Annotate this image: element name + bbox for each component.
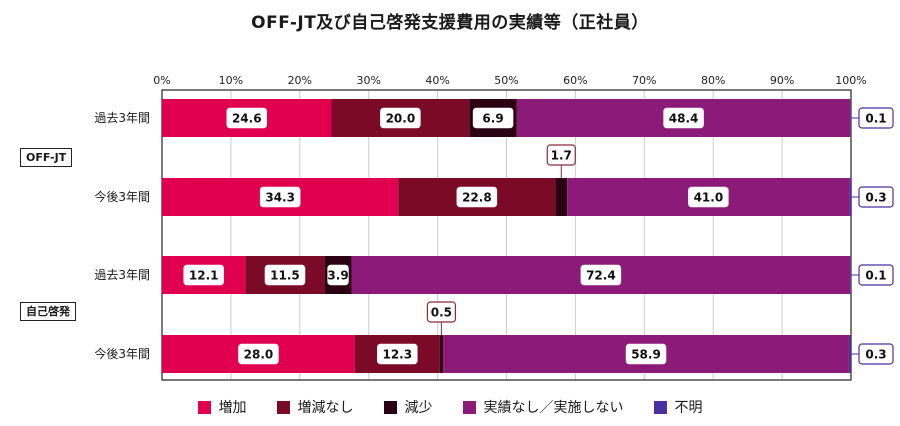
bar-segment bbox=[848, 335, 851, 373]
x-tick-label: 30% bbox=[356, 74, 380, 87]
data-label: 12.1 bbox=[189, 269, 219, 283]
legend: 増加 増減なし 減少 実績なし／実施しない 不明 bbox=[0, 397, 900, 417]
legend-swatch bbox=[462, 400, 476, 414]
data-label-box bbox=[264, 264, 306, 286]
bar-segment bbox=[850, 256, 852, 294]
x-tick-label: 100% bbox=[835, 74, 866, 87]
legend-label: 増減なし bbox=[297, 400, 354, 416]
legend-item: 不明 bbox=[653, 397, 703, 417]
data-label: 28.0 bbox=[244, 348, 274, 362]
data-label-box bbox=[327, 264, 349, 286]
bar-segment bbox=[849, 178, 852, 216]
data-label: 12.3 bbox=[382, 348, 412, 362]
data-label-box bbox=[663, 107, 704, 129]
data-label: 11.5 bbox=[270, 269, 300, 283]
legend-item: 増減なし bbox=[276, 397, 354, 417]
data-label-box bbox=[226, 107, 267, 129]
x-tick-label: 40% bbox=[425, 74, 449, 87]
data-label-box bbox=[472, 107, 514, 129]
legend-swatch bbox=[653, 400, 667, 414]
legend-item: 増加 bbox=[197, 397, 247, 417]
data-label: 41.0 bbox=[694, 191, 724, 205]
data-label: 48.4 bbox=[669, 112, 699, 126]
data-label: 72.4 bbox=[586, 269, 616, 283]
data-label: 1.7 bbox=[551, 149, 572, 163]
x-tick-label: 0% bbox=[153, 74, 170, 87]
data-label: 3.9 bbox=[327, 269, 348, 283]
x-tick-label: 20% bbox=[288, 74, 312, 87]
legend-label: 不明 bbox=[674, 400, 703, 416]
x-tick-label: 50% bbox=[494, 74, 518, 87]
legend-label: 減少 bbox=[404, 400, 433, 416]
data-label-box bbox=[380, 107, 421, 129]
data-label-box bbox=[625, 343, 667, 365]
x-tick-label: 60% bbox=[563, 74, 587, 87]
data-label-box bbox=[456, 186, 498, 208]
category-label: 過去3年間 bbox=[94, 111, 150, 125]
bar-segment bbox=[439, 335, 444, 373]
x-tick-label: 90% bbox=[770, 74, 794, 87]
category-label: 今後3年間 bbox=[94, 346, 150, 361]
legend-item: 実績なし／実施しない bbox=[462, 397, 624, 417]
category-label: 今後3年間 bbox=[94, 189, 150, 204]
bar-segment bbox=[555, 178, 568, 216]
data-label: 34.3 bbox=[265, 191, 295, 205]
data-label: 0.3 bbox=[865, 191, 886, 205]
legend-swatch bbox=[383, 400, 397, 414]
data-label: 20.0 bbox=[386, 112, 416, 126]
x-tick-label: 10% bbox=[219, 74, 243, 87]
x-tick-label: 70% bbox=[632, 74, 656, 87]
data-label: 0.1 bbox=[865, 112, 886, 126]
legend-label: 増加 bbox=[218, 400, 247, 416]
legend-label: 実績なし／実施しない bbox=[483, 400, 624, 416]
data-label: 58.9 bbox=[631, 348, 661, 362]
group-label: 自己啓発 bbox=[20, 302, 76, 321]
group-label: OFF-JT bbox=[20, 148, 73, 167]
legend-swatch bbox=[276, 400, 290, 414]
data-label-box bbox=[688, 186, 729, 208]
data-label-box bbox=[259, 186, 301, 208]
data-label: 0.1 bbox=[865, 269, 886, 283]
x-tick-label: 80% bbox=[701, 74, 725, 87]
chart-title: OFF-JT及び自己啓発支援費用の実績等（正社員） bbox=[251, 13, 649, 33]
data-label: 0.3 bbox=[865, 348, 886, 362]
category-label: 過去3年間 bbox=[94, 268, 150, 282]
data-label: 0.5 bbox=[431, 306, 452, 320]
data-label-box bbox=[580, 264, 622, 286]
data-label-box bbox=[426, 301, 456, 323]
legend-swatch bbox=[197, 400, 211, 414]
data-label: 22.8 bbox=[462, 191, 492, 205]
data-label-box bbox=[183, 264, 224, 286]
data-label: 6.9 bbox=[482, 112, 503, 126]
legend-item: 減少 bbox=[383, 397, 433, 417]
data-label-box bbox=[546, 144, 576, 166]
data-label: 24.6 bbox=[232, 112, 262, 126]
stacked-bar-plot: 0% 10% 20% 30% 40% 50% 60% 70% 80% 90% 100% 過去3年間 24… bbox=[94, 74, 894, 381]
plot-frame bbox=[161, 89, 852, 381]
bar-segment bbox=[850, 99, 852, 137]
data-label-box bbox=[238, 343, 279, 365]
data-label-box bbox=[377, 343, 418, 365]
